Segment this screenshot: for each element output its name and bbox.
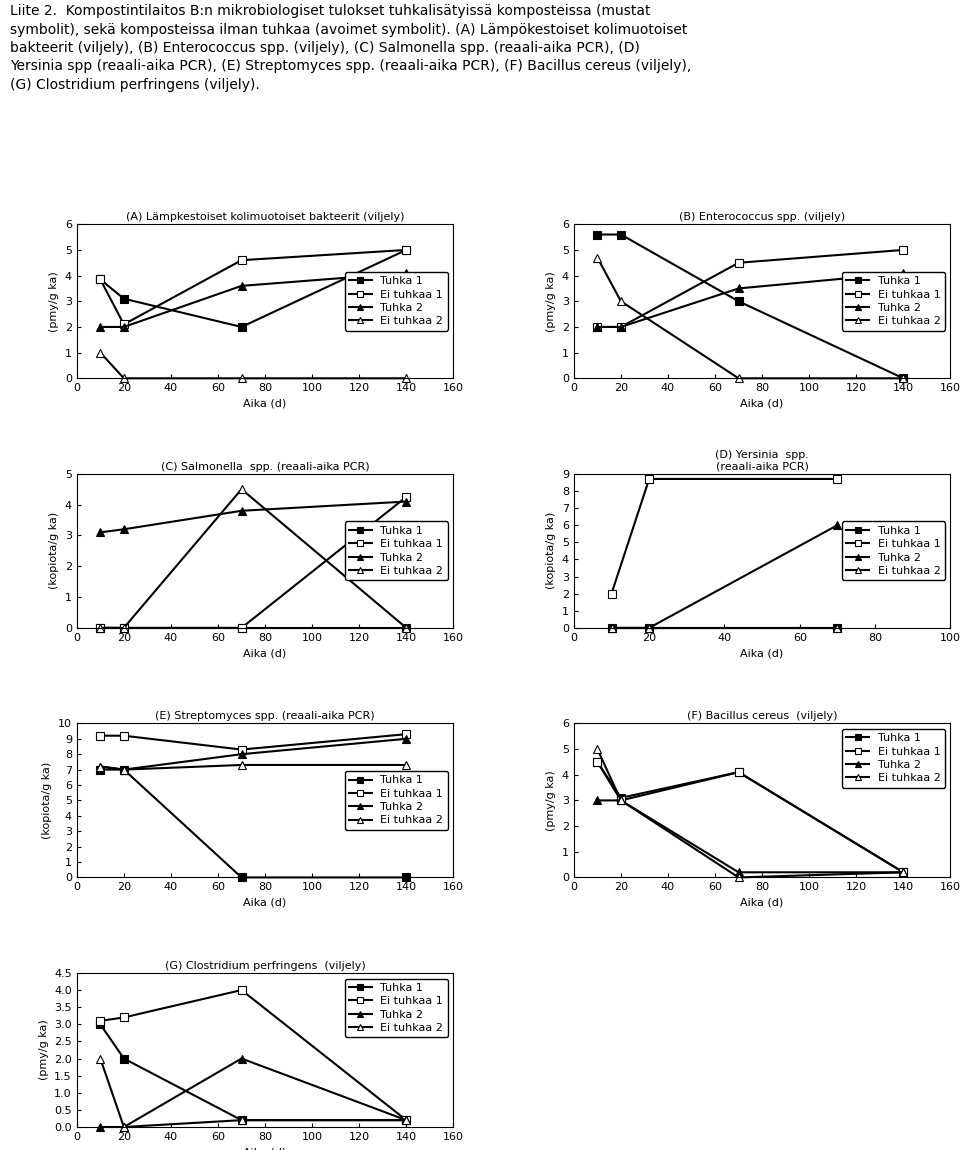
Title: (G) Clostridium perfringens  (viljely): (G) Clostridium perfringens (viljely) bbox=[165, 960, 366, 971]
Legend: Tuhka 1, Ei tuhkaa 1, Tuhka 2, Ei tuhkaa 2: Tuhka 1, Ei tuhkaa 1, Tuhka 2, Ei tuhkaa… bbox=[345, 979, 447, 1037]
Y-axis label: (pmy/g ka): (pmy/g ka) bbox=[546, 271, 556, 331]
Y-axis label: (kopiota/g ka): (kopiota/g ka) bbox=[49, 512, 60, 590]
Title: (B) Enterococcus spp. (viljely): (B) Enterococcus spp. (viljely) bbox=[679, 212, 845, 222]
Legend: Tuhka 1, Ei tuhkaa 1, Tuhka 2, Ei tuhkaa 2: Tuhka 1, Ei tuhkaa 1, Tuhka 2, Ei tuhkaa… bbox=[345, 521, 447, 581]
Legend: Tuhka 1, Ei tuhkaa 1, Tuhka 2, Ei tuhkaa 2: Tuhka 1, Ei tuhkaa 1, Tuhka 2, Ei tuhkaa… bbox=[842, 271, 945, 331]
Y-axis label: (pmy/g ka): (pmy/g ka) bbox=[49, 271, 60, 331]
Legend: Tuhka 1, Ei tuhkaa 1, Tuhka 2, Ei tuhkaa 2: Tuhka 1, Ei tuhkaa 1, Tuhka 2, Ei tuhkaa… bbox=[842, 729, 945, 788]
X-axis label: Aika (d): Aika (d) bbox=[244, 649, 287, 658]
X-axis label: Aika (d): Aika (d) bbox=[740, 898, 783, 907]
Y-axis label: (kopiota/g ka): (kopiota/g ka) bbox=[546, 512, 556, 590]
X-axis label: Aika (d): Aika (d) bbox=[244, 399, 287, 408]
Y-axis label: (kopiota/g ka): (kopiota/g ka) bbox=[42, 761, 53, 840]
Title: (F) Bacillus cereus  (viljely): (F) Bacillus cereus (viljely) bbox=[686, 711, 837, 721]
Title: (D) Yersinia  spp.
(reaali-aika PCR): (D) Yersinia spp. (reaali-aika PCR) bbox=[715, 450, 809, 472]
Title: (E) Streptomyces spp. (reaali-aika PCR): (E) Streptomyces spp. (reaali-aika PCR) bbox=[156, 711, 375, 721]
X-axis label: Aika (d): Aika (d) bbox=[244, 1148, 287, 1150]
Y-axis label: (pmy/g ka): (pmy/g ka) bbox=[38, 1020, 49, 1080]
Legend: Tuhka 1, Ei tuhkaa 1, Tuhka 2, Ei tuhkaa 2: Tuhka 1, Ei tuhkaa 1, Tuhka 2, Ei tuhkaa… bbox=[345, 770, 447, 830]
X-axis label: Aika (d): Aika (d) bbox=[740, 649, 783, 658]
Legend: Tuhka 1, Ei tuhkaa 1, Tuhka 2, Ei tuhkaa 2: Tuhka 1, Ei tuhkaa 1, Tuhka 2, Ei tuhkaa… bbox=[345, 271, 447, 331]
X-axis label: Aika (d): Aika (d) bbox=[244, 898, 287, 907]
Y-axis label: (pmy/g ka): (pmy/g ka) bbox=[546, 770, 556, 830]
Title: (A) Lämpkestoiset kolimuotoiset bakteerit (viljely): (A) Lämpkestoiset kolimuotoiset bakteeri… bbox=[126, 212, 404, 222]
Title: (C) Salmonella  spp. (reaali-aika PCR): (C) Salmonella spp. (reaali-aika PCR) bbox=[160, 461, 370, 472]
Legend: Tuhka 1, Ei tuhkaa 1, Tuhka 2, Ei tuhkaa 2: Tuhka 1, Ei tuhkaa 1, Tuhka 2, Ei tuhkaa… bbox=[842, 521, 945, 581]
Text: Liite 2.  Kompostintilaitos B:n mikrobiologiset tulokset tuhkalisätyissä kompost: Liite 2. Kompostintilaitos B:n mikrobiol… bbox=[10, 5, 691, 92]
X-axis label: Aika (d): Aika (d) bbox=[740, 399, 783, 408]
